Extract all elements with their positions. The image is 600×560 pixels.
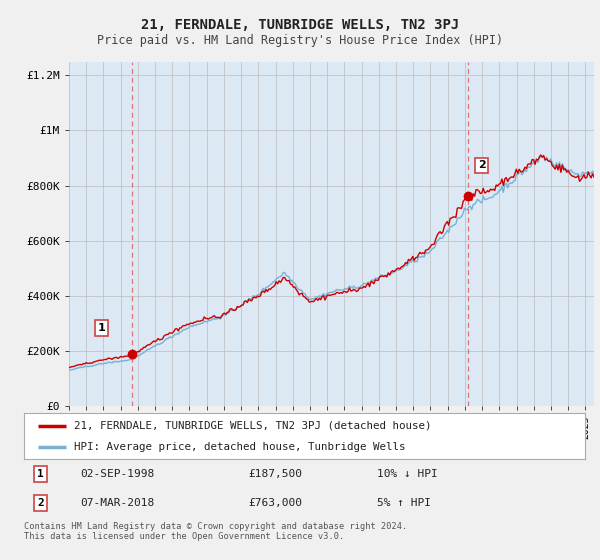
Text: 21, FERNDALE, TUNBRIDGE WELLS, TN2 3PJ (detached house): 21, FERNDALE, TUNBRIDGE WELLS, TN2 3PJ (… <box>74 421 432 431</box>
Text: £763,000: £763,000 <box>248 498 302 508</box>
Text: 2: 2 <box>37 498 44 508</box>
Text: Price paid vs. HM Land Registry's House Price Index (HPI): Price paid vs. HM Land Registry's House … <box>97 34 503 46</box>
Text: 02-SEP-1998: 02-SEP-1998 <box>80 469 154 479</box>
Text: 07-MAR-2018: 07-MAR-2018 <box>80 498 154 508</box>
Text: 21, FERNDALE, TUNBRIDGE WELLS, TN2 3PJ: 21, FERNDALE, TUNBRIDGE WELLS, TN2 3PJ <box>141 18 459 32</box>
Text: 2: 2 <box>478 161 485 170</box>
Text: 5% ↑ HPI: 5% ↑ HPI <box>377 498 431 508</box>
Text: 1: 1 <box>97 323 105 333</box>
Text: 1: 1 <box>37 469 44 479</box>
Text: 10% ↓ HPI: 10% ↓ HPI <box>377 469 438 479</box>
Text: HPI: Average price, detached house, Tunbridge Wells: HPI: Average price, detached house, Tunb… <box>74 442 406 452</box>
Text: £187,500: £187,500 <box>248 469 302 479</box>
Text: Contains HM Land Registry data © Crown copyright and database right 2024.
This d: Contains HM Land Registry data © Crown c… <box>24 522 407 542</box>
